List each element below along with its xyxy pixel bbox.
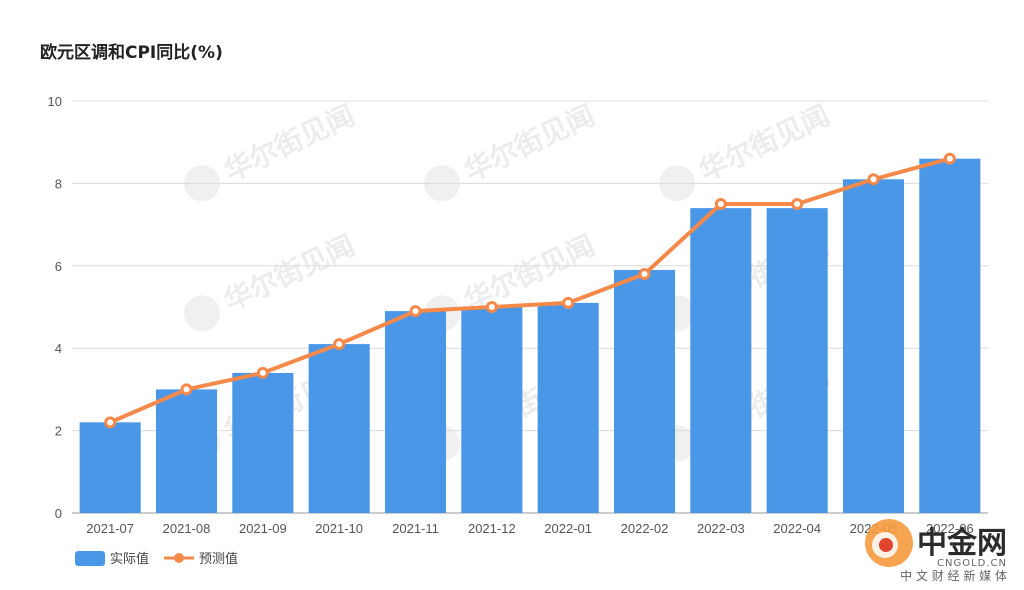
bar bbox=[766, 208, 828, 513]
logo-url: CNGOLD.CN bbox=[937, 558, 1007, 569]
x-tick-label: 2022-01 bbox=[544, 521, 592, 536]
watermark-text: 华尔街见闻 bbox=[694, 99, 835, 188]
y-tick-label: 0 bbox=[55, 506, 62, 521]
watermark-text: 华尔街见闻 bbox=[459, 99, 600, 188]
bar bbox=[919, 158, 981, 513]
logo-name: 中金网 bbox=[917, 526, 1007, 561]
y-tick-label: 10 bbox=[48, 94, 62, 109]
watermark: 华尔街见闻 bbox=[184, 99, 360, 202]
legend: 实际值 预测值 bbox=[75, 551, 238, 567]
line-point bbox=[638, 268, 651, 281]
x-tick-label: 2021-08 bbox=[163, 521, 211, 536]
line-point bbox=[867, 173, 880, 186]
watermark-text: 华尔街见闻 bbox=[219, 99, 360, 188]
bar bbox=[155, 389, 218, 513]
bar bbox=[613, 269, 676, 513]
bar bbox=[79, 422, 141, 513]
bar bbox=[308, 344, 370, 513]
watermark-text: 华尔街见闻 bbox=[219, 229, 360, 318]
y-tick-label: 6 bbox=[55, 259, 62, 274]
watermark-logo-icon bbox=[184, 295, 221, 332]
y-axis: 0 2 4 6 8 10 bbox=[48, 94, 62, 521]
watermark: 华尔街见闻 bbox=[659, 99, 835, 202]
line-point bbox=[256, 366, 269, 379]
logo-dot-icon bbox=[879, 538, 893, 552]
x-tick-label: 2022-02 bbox=[621, 521, 669, 536]
bar-series bbox=[79, 158, 981, 513]
grid-lines bbox=[72, 100, 988, 514]
x-tick-label: 2022-03 bbox=[697, 521, 745, 536]
legend-label-line: 预测值 bbox=[199, 551, 238, 567]
line-series bbox=[104, 152, 956, 429]
x-tick-label: 2022-04 bbox=[773, 521, 821, 536]
bar bbox=[384, 311, 447, 513]
line-point bbox=[714, 198, 727, 210]
x-axis: 2021-07 2021-08 2021-09 2021-10 2021-11 2021-… bbox=[86, 521, 973, 536]
line-point bbox=[791, 198, 804, 210]
x-tick-label: 2021-10 bbox=[315, 521, 363, 536]
x-tick-label: 2021-12 bbox=[468, 521, 516, 536]
legend-bar-swatch bbox=[75, 551, 105, 566]
line-point bbox=[562, 296, 575, 309]
y-tick-label: 8 bbox=[55, 176, 62, 191]
watermark: 华尔街见闻 bbox=[424, 99, 600, 202]
bar bbox=[842, 179, 905, 513]
x-tick-label: 2021-11 bbox=[392, 521, 439, 536]
x-tick-label: 2021-09 bbox=[239, 521, 287, 536]
chart-title: 欧元区调和CPI同比(%) bbox=[40, 43, 223, 63]
logo-tagline: 中 文 财 经 新 媒 体 bbox=[900, 568, 1007, 583]
line-point bbox=[409, 305, 422, 318]
line-point bbox=[943, 152, 956, 165]
x-tick-label: 2022-06 bbox=[926, 521, 974, 536]
line-point bbox=[333, 338, 346, 351]
bar bbox=[461, 307, 523, 513]
y-tick-label: 4 bbox=[55, 341, 62, 356]
bar bbox=[690, 208, 752, 513]
legend-line-marker bbox=[174, 553, 184, 563]
y-tick-label: 2 bbox=[55, 424, 62, 439]
legend-label-bar: 实际值 bbox=[110, 551, 149, 567]
watermark: 华尔街见闻 bbox=[184, 229, 360, 332]
line-point bbox=[104, 416, 117, 429]
line-point bbox=[180, 383, 193, 396]
line-point bbox=[485, 301, 498, 313]
bar bbox=[537, 302, 599, 513]
line-path bbox=[108, 156, 952, 425]
bar bbox=[232, 372, 294, 513]
x-tick-label: 2021-07 bbox=[86, 521, 134, 536]
